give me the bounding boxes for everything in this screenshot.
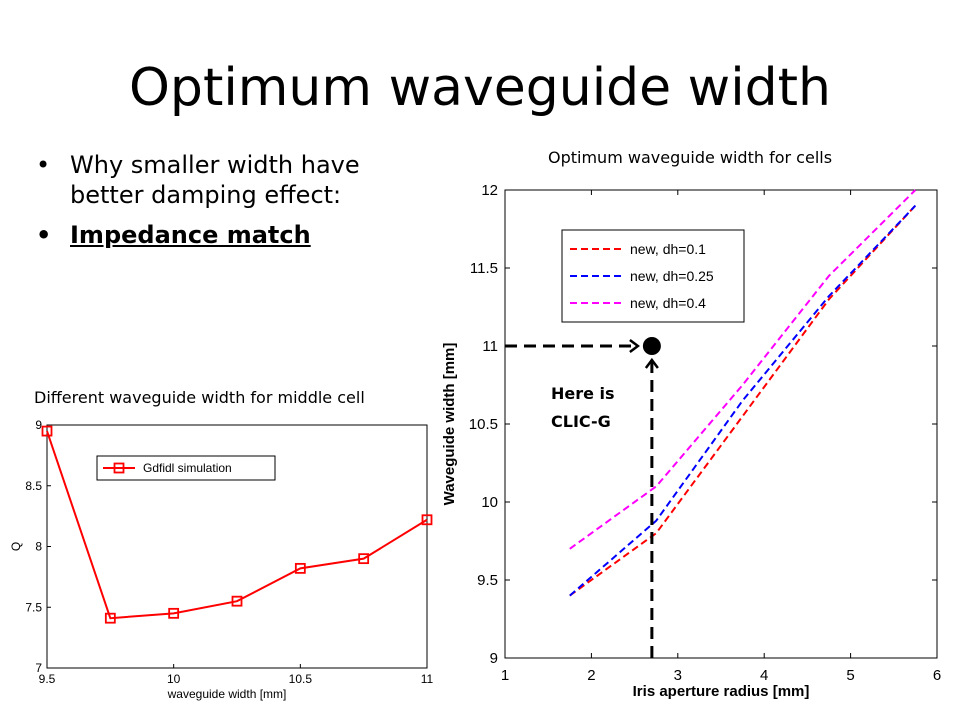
y-tick-label: 9 (490, 650, 498, 667)
y-tick-label: 10.5 (469, 416, 498, 433)
x-tick-label: 2 (587, 667, 595, 684)
data-point (358, 553, 370, 565)
data-point (421, 514, 433, 526)
x-axis-label: Iris aperture radius [mm] (633, 683, 810, 700)
x-tick-label: 3 (674, 667, 682, 684)
x-tick-label: 6 (933, 667, 941, 684)
y-tick-label: 8.5 (25, 479, 42, 493)
y-tick-label: 10 (481, 494, 498, 511)
y-axis-label: Q (9, 542, 23, 551)
legend-marker (113, 462, 125, 474)
clic-g-marker (642, 337, 661, 355)
y-tick-label: 7.5 (25, 600, 42, 614)
y-tick-label: 9.5 (477, 572, 498, 589)
x-tick-label: 1 (501, 667, 509, 684)
y-tick-label: 11 (482, 338, 498, 355)
annotation-line: CLIC-G (551, 412, 611, 431)
left-chart-caption: Different waveguide width for middle cel… (34, 388, 365, 407)
x-tick-label: 10 (167, 672, 181, 686)
bullet-list: Why smaller width have better damping ef… (36, 150, 396, 260)
x-axis-label: waveguide width [mm] (167, 687, 287, 701)
clic-g-annotation: Here is CLIC-G (551, 380, 615, 436)
series-line (569, 204, 917, 597)
slide-title: Optimum waveguide width (129, 58, 831, 118)
x-tick-label: 10.5 (289, 672, 313, 686)
x-tick-label: 5 (846, 667, 854, 684)
legend-label: new, dh=0.25 (630, 268, 714, 284)
vertical-arrow-head (644, 357, 659, 369)
x-tick-label: 9.5 (39, 672, 56, 686)
data-point (294, 562, 306, 574)
annotation-line: Here is (551, 384, 615, 403)
bullet-item: Impedance match (36, 220, 396, 250)
y-tick-label: 8 (35, 540, 42, 554)
legend-label: new, dh=0.4 (630, 295, 706, 311)
series-line (46, 430, 428, 620)
horizontal-arrow-head (629, 339, 640, 353)
legend-label: new, dh=0.1 (630, 241, 706, 257)
y-tick-label: 7 (35, 661, 42, 675)
x-tick-label: 11 (421, 672, 434, 686)
bullet-item: Why smaller width have better damping ef… (36, 150, 396, 210)
x-tick-label: 4 (760, 667, 768, 684)
data-point (168, 607, 180, 619)
data-point (104, 612, 116, 624)
series-line (569, 189, 917, 550)
data-point (41, 425, 53, 437)
data-point (231, 595, 243, 607)
y-axis-label: Waveguide width [mm] (441, 343, 458, 506)
y-tick-label: 11.5 (470, 260, 498, 277)
left-plot-area: 9.5 10 10.5 11 7 7.5 8 8.5 9 waveguide width [mm]… (9, 418, 434, 701)
y-tick-label: 12 (481, 182, 498, 199)
y-tick-label: 9 (35, 418, 42, 432)
right-chart-caption: Optimum waveguide width for cells (548, 148, 833, 167)
legend-label: Gdfidl simulation (143, 461, 232, 475)
